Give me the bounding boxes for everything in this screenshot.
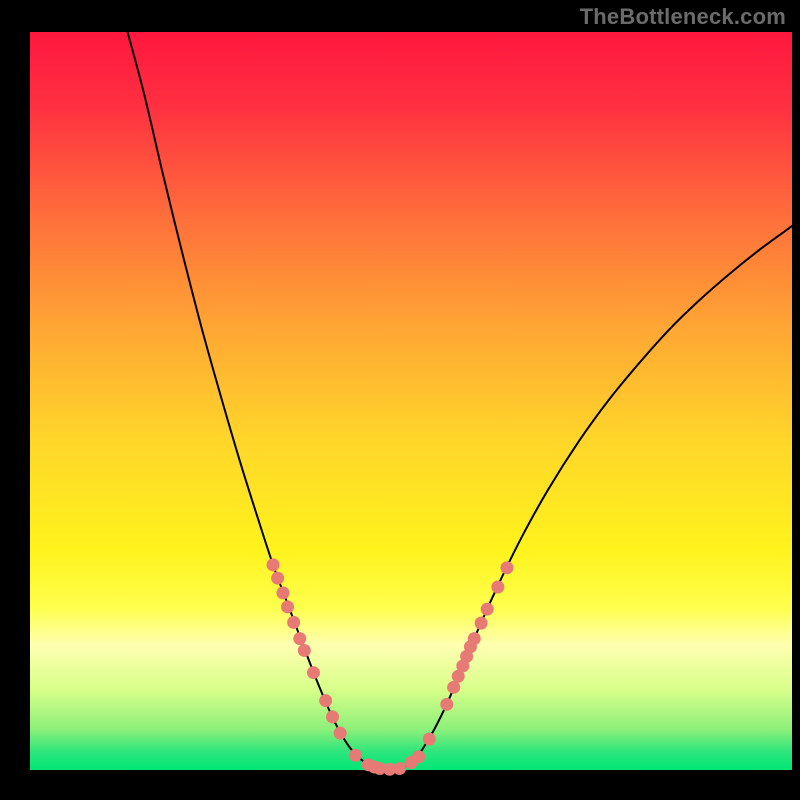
curve-marker	[288, 616, 300, 628]
curve-marker	[282, 601, 294, 613]
curve-marker	[394, 763, 406, 775]
curve-marker	[267, 559, 279, 571]
bottleneck-curve-chart	[0, 0, 800, 800]
curve-marker	[277, 587, 289, 599]
curve-marker	[448, 681, 460, 693]
watermark-text: TheBottleneck.com	[580, 4, 786, 30]
curve-marker	[294, 633, 306, 645]
curve-marker	[272, 572, 284, 584]
curve-marker	[423, 733, 435, 745]
curve-marker	[492, 581, 504, 593]
curve-marker	[334, 727, 346, 739]
curve-marker	[320, 695, 332, 707]
curve-marker	[327, 711, 339, 723]
curve-marker	[349, 749, 361, 761]
curve-marker	[298, 644, 310, 656]
curve-marker	[441, 698, 453, 710]
curve-marker	[501, 562, 513, 574]
curve-marker	[413, 751, 425, 763]
curve-marker	[307, 667, 319, 679]
chart-stage: TheBottleneck.com	[0, 0, 800, 800]
plot-gradient-background	[30, 32, 792, 770]
curve-marker	[468, 633, 480, 645]
curve-marker	[481, 603, 493, 615]
curve-marker	[475, 617, 487, 629]
